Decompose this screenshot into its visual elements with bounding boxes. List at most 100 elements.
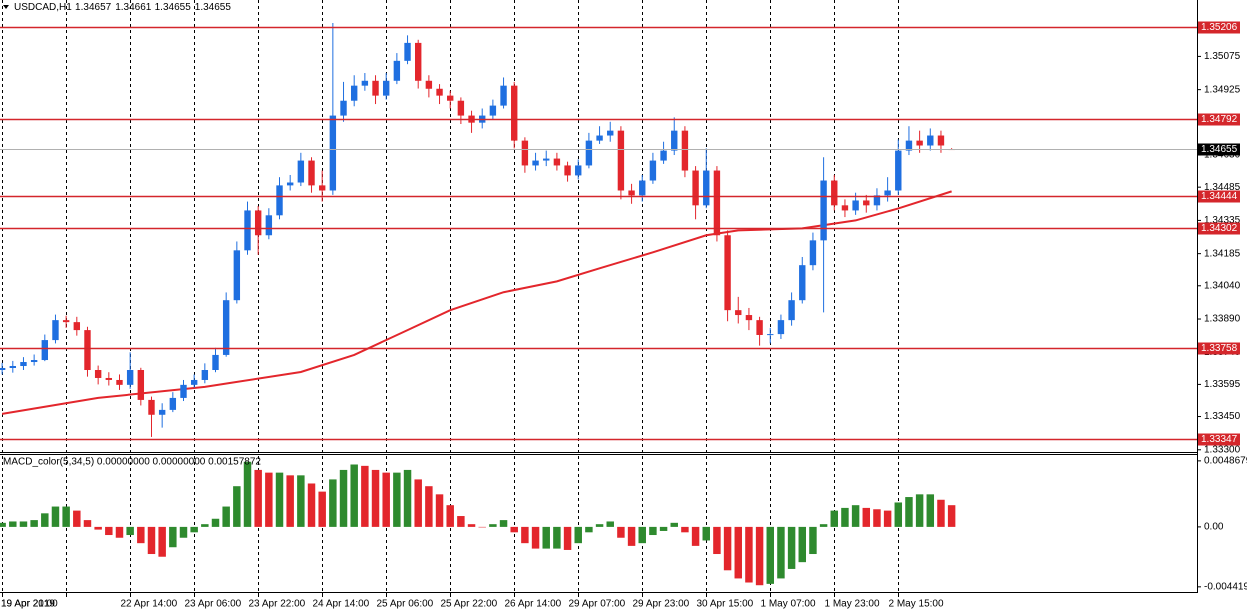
candle-body — [713, 170, 721, 236]
macd-bar — [190, 526, 198, 533]
candle-body — [105, 377, 113, 380]
macd-bar — [318, 491, 326, 527]
macd-bar — [371, 469, 380, 527]
x-tick-label: 25 Apr 06:00 — [377, 599, 434, 610]
candle-body — [137, 370, 145, 400]
candle-body — [660, 150, 667, 161]
candle-body — [20, 362, 27, 367]
macd-bar — [499, 520, 508, 527]
candle-body — [575, 165, 582, 176]
candle-body — [884, 190, 891, 196]
candle-body — [244, 210, 251, 251]
candle-body — [511, 85, 518, 141]
candle-body — [73, 322, 81, 331]
candle-body — [745, 315, 753, 321]
level-box — [1198, 222, 1240, 235]
candle-body — [158, 409, 166, 415]
macd-bar — [275, 472, 284, 527]
macd-bar — [265, 472, 273, 527]
macd-bar — [9, 521, 17, 527]
candle-body — [831, 180, 838, 206]
y-tick-label: 1.33890 — [1204, 314, 1241, 325]
main-panel — [0, 22, 1197, 441]
menu-triangle[interactable] — [3, 5, 9, 9]
macd-bar — [489, 524, 497, 527]
macd-bar — [777, 526, 785, 579]
x-tick-label: 30 Apr 15:00 — [697, 599, 754, 610]
level-label: 1.35206 — [1201, 22, 1238, 33]
macd-bar — [0, 522, 6, 527]
candle-body — [724, 235, 731, 311]
y-tick-label: 1.34185 — [1204, 248, 1241, 259]
macd-bar — [201, 524, 209, 527]
level-box — [1198, 21, 1240, 34]
candle-body — [799, 265, 806, 301]
macd-bar — [510, 526, 518, 533]
macd-bar — [361, 465, 369, 527]
candle-body — [148, 399, 155, 415]
candle-body — [937, 135, 945, 146]
macd-bar — [937, 499, 945, 527]
level-box — [1198, 342, 1240, 355]
macd-bar — [478, 526, 486, 528]
macd-bar — [83, 520, 92, 527]
x-tick-label: 23 Apr 22:00 — [249, 599, 306, 610]
candle-body — [222, 300, 230, 355]
level-label: 1.34792 — [1201, 114, 1238, 125]
macd-bar — [393, 472, 401, 527]
y-tick-label: 0.00 — [1204, 522, 1224, 533]
candle-body — [489, 105, 497, 116]
candle-body — [543, 158, 550, 161]
candle-body — [809, 240, 817, 266]
macd-bar — [553, 526, 561, 549]
level-box — [1198, 433, 1240, 446]
candle-body — [52, 320, 59, 341]
macd-bar — [766, 526, 774, 584]
candle-body — [852, 200, 859, 211]
y-tick-label: 1.34925 — [1204, 84, 1241, 95]
y-tick-label: 1.33450 — [1204, 411, 1241, 422]
macd-bar — [638, 526, 646, 544]
x-tick-label: 2 May 15:00 — [889, 599, 944, 610]
candle-body — [212, 354, 219, 370]
x-tick-label: 23 Apr 06:00 — [185, 599, 242, 610]
candle-body — [41, 340, 49, 361]
x-tick-label: 19 Apr 21:00 — [1, 599, 58, 610]
macd-panel — [0, 461, 956, 586]
candle-body — [9, 366, 17, 369]
y-tick-label: 1.34335 — [1204, 215, 1241, 226]
macd-bar — [73, 510, 81, 527]
candle-body — [649, 160, 657, 181]
candle-body — [873, 195, 881, 206]
macd-bar — [467, 524, 476, 527]
candle-body — [681, 130, 689, 171]
macd-bar — [531, 526, 540, 549]
level-box — [1198, 190, 1240, 203]
candle-body — [596, 135, 603, 141]
high-value: 1.34661 — [115, 2, 152, 13]
last-price-label: 1.34655 — [1201, 144, 1238, 155]
macd-bar — [905, 497, 913, 527]
candle-body — [318, 185, 326, 191]
y-tick-label: 1.34485 — [1204, 182, 1241, 193]
level-label: 1.33758 — [1201, 343, 1238, 354]
candle-body — [116, 379, 123, 385]
macd-title: MACD_color(5,34,5) 0.00000000 0.00000000… — [3, 457, 261, 468]
macd-bar — [862, 507, 871, 527]
candle-body — [756, 320, 763, 335]
candle-body — [820, 180, 827, 241]
candle-body — [916, 140, 923, 146]
candle-body — [0, 368, 6, 370]
macd-bar — [702, 526, 710, 541]
macd-bar — [841, 507, 849, 527]
macd-bar — [19, 521, 28, 527]
macd-bar — [126, 526, 134, 536]
macd-bar — [713, 526, 721, 555]
y-tick-label: -0.0044190 — [1204, 581, 1247, 592]
macd-bar — [105, 526, 113, 536]
macd-bar — [179, 526, 188, 538]
macd-bar — [851, 505, 860, 527]
macd-bar — [382, 472, 390, 527]
